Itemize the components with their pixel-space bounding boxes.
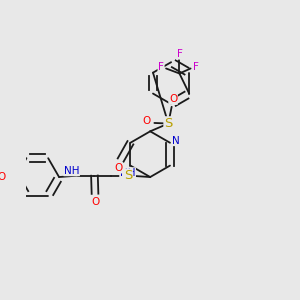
Text: NH: NH [120,168,135,178]
Text: O: O [142,116,151,126]
Text: O: O [91,196,99,207]
Text: F: F [158,62,164,72]
Text: O: O [0,172,5,182]
Text: S: S [164,117,172,130]
Text: O: O [114,163,122,173]
Text: F: F [193,62,199,72]
Text: S: S [124,169,132,182]
Text: N: N [172,136,180,146]
Text: F: F [176,49,182,59]
Text: NH: NH [64,166,80,176]
Text: O: O [169,94,177,104]
